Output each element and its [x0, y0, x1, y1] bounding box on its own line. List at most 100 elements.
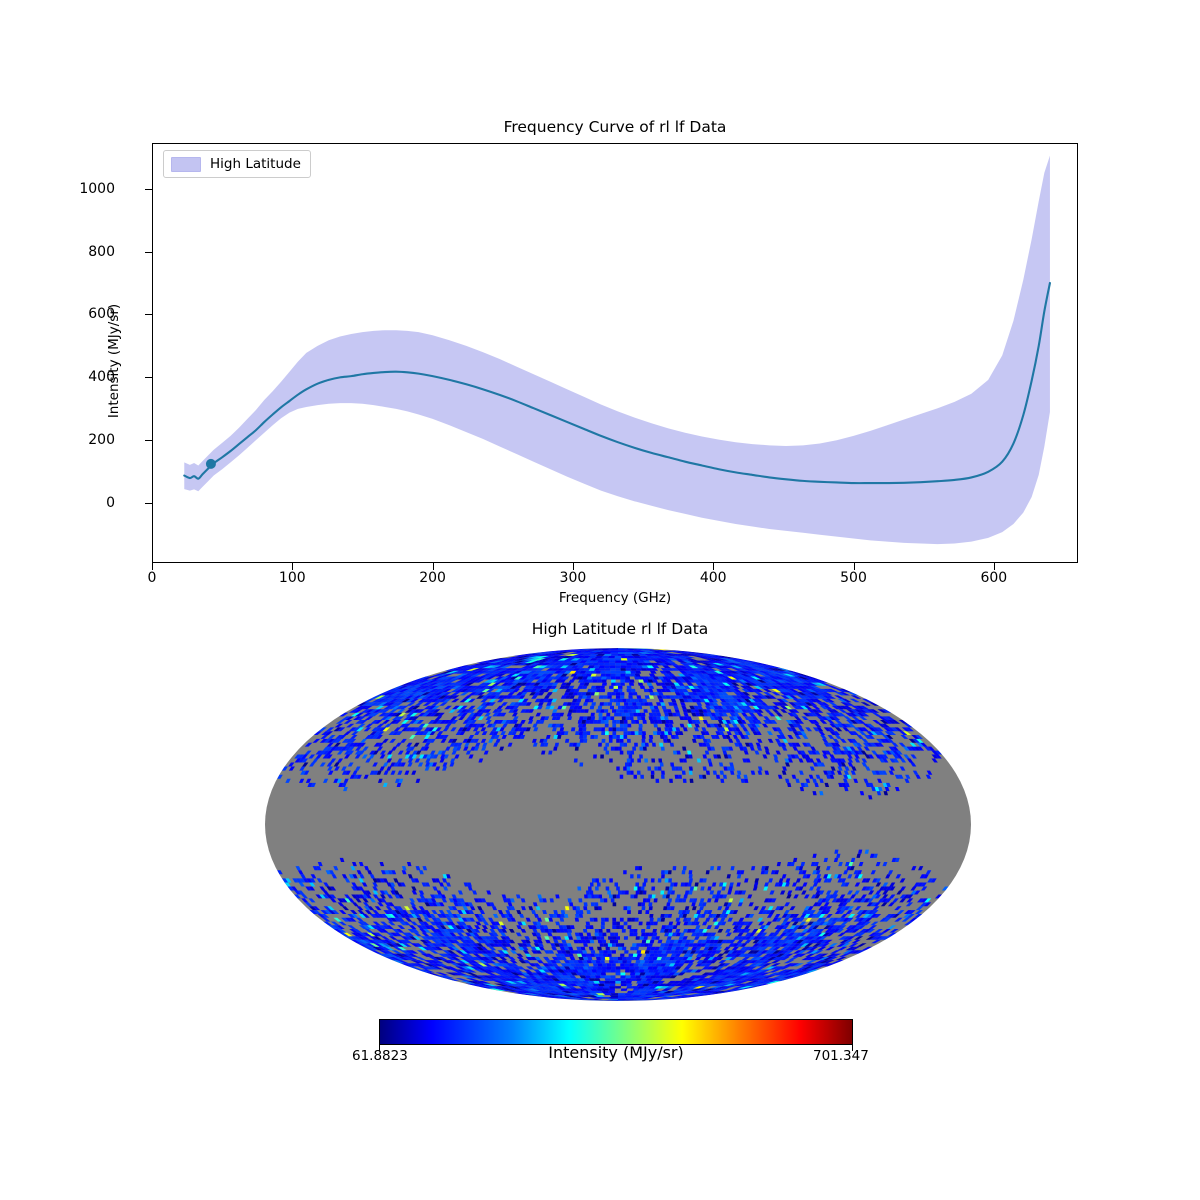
- healpix-pixel: [856, 943, 867, 947]
- healpix-pixel: [680, 978, 691, 981]
- healpix-pixel: [616, 720, 620, 724]
- healpix-pixel: [411, 770, 417, 775]
- healpix-pixel: [574, 702, 580, 706]
- healpix-pixel: [668, 983, 679, 987]
- healpix-pixel: [729, 712, 736, 717]
- healpix-pixel: [351, 914, 359, 918]
- healpix-pixel: [700, 914, 706, 918]
- healpix-pixel: [792, 731, 800, 735]
- healpix-pixel: [497, 679, 508, 683]
- healpix-pixel: [452, 936, 460, 940]
- healpix-pixel: [640, 950, 646, 954]
- healpix-pixel: [648, 695, 654, 699]
- healpix-pixel: [373, 702, 384, 706]
- healpix-pixel: [640, 978, 648, 981]
- healpix-pixel: [664, 670, 673, 674]
- healpix-pixel: [636, 983, 644, 987]
- healpix-pixel: [456, 712, 465, 717]
- healpix-pixel: [734, 742, 740, 747]
- healpix-pixel: [407, 953, 419, 957]
- healpix-pixel: [567, 978, 576, 981]
- healpix-pixel: [798, 758, 804, 763]
- healpix-pixel: [323, 882, 330, 887]
- healpix-pixel: [407, 762, 413, 767]
- healpix-pixel: [761, 963, 772, 967]
- healpix-pixel: [724, 705, 732, 710]
- healpix-pixel: [425, 754, 432, 759]
- healpix-pixel: [421, 882, 427, 887]
- healpix-pixel: [394, 702, 404, 706]
- healpix-pixel: [409, 963, 422, 967]
- healpix-pixel: [776, 939, 784, 944]
- healpix-pixel: [689, 676, 698, 680]
- healpix-pixel: [676, 921, 681, 926]
- healpix-pixel: [497, 668, 510, 671]
- healpix-pixel: [787, 754, 793, 759]
- healpix-pixel: [579, 670, 587, 674]
- healpix-pixel: [753, 906, 759, 911]
- healpix-pixel: [476, 668, 490, 671]
- healpix-pixel: [407, 874, 413, 879]
- healpix-pixel: [564, 738, 570, 743]
- healpix-pixel: [640, 975, 647, 979]
- healpix-pixel: [866, 929, 876, 933]
- healpix-pixel: [559, 946, 566, 951]
- healpix-pixel: [382, 925, 390, 929]
- healpix-pixel: [404, 950, 415, 954]
- healpix-pixel: [864, 886, 871, 891]
- healpix-pixel: [384, 688, 397, 693]
- healpix-pixel: [354, 712, 364, 717]
- healpix-pixel: [551, 988, 564, 991]
- healpix-pixel: [920, 886, 928, 891]
- healpix-pixel: [717, 921, 723, 926]
- healpix-pixel: [685, 950, 693, 954]
- healpix-pixel: [754, 676, 766, 680]
- healpix-pixel: [862, 929, 872, 933]
- healpix-pixel: [500, 943, 508, 947]
- healpix-pixel: [384, 902, 391, 907]
- healpix-pixel: [578, 731, 584, 735]
- healpix-pixel: [550, 972, 559, 976]
- healpix-pixel: [543, 695, 551, 699]
- healpix-pixel: [829, 731, 837, 735]
- healpix-pixel: [630, 731, 635, 735]
- healpix-pixel: [494, 660, 510, 663]
- healpix-pixel: [583, 943, 588, 947]
- healpix-pixel: [554, 960, 562, 964]
- healpix-pixel: [878, 886, 885, 891]
- healpix-pixel: [433, 692, 444, 696]
- healpix-pixel: [678, 774, 682, 779]
- healpix-pixel: [593, 665, 600, 669]
- healpix-pixel: [598, 712, 603, 717]
- healpix-pixel: [455, 731, 462, 735]
- healpix-pixel: [450, 972, 464, 976]
- healpix-pixel: [442, 692, 452, 696]
- healpix-pixel: [814, 679, 828, 683]
- healpix-pixel: [675, 712, 681, 717]
- healpix-pixel: [546, 963, 554, 967]
- healpix-pixel: [717, 682, 726, 686]
- healpix-pixel: [813, 878, 819, 883]
- healpix-pixel: [403, 914, 411, 918]
- healpix-pixel: [354, 932, 364, 937]
- healpix-pixel: [304, 902, 313, 907]
- healpix-pixel: [330, 921, 340, 926]
- healpix-pixel: [574, 746, 579, 751]
- healpix-pixel: [379, 766, 385, 771]
- healpix-pixel: [652, 662, 662, 666]
- healpix-pixel: [838, 692, 851, 696]
- healpix-pixel: [610, 969, 616, 973]
- healpix-pixel: [616, 925, 620, 929]
- healpix-pixel: [400, 682, 413, 686]
- healpix-pixel: [293, 894, 301, 899]
- healpix-pixel: [791, 742, 798, 747]
- healpix-pixel: [639, 936, 644, 940]
- healpix-pixel: [426, 698, 436, 703]
- healpix-pixel: [630, 698, 635, 703]
- healpix-pixel: [523, 969, 533, 973]
- healpix-pixel: [835, 898, 842, 903]
- healpix-pixel: [442, 878, 447, 883]
- healpix-pixel: [749, 662, 766, 666]
- healpix-pixel: [665, 986, 676, 989]
- healpix-pixel: [743, 946, 752, 951]
